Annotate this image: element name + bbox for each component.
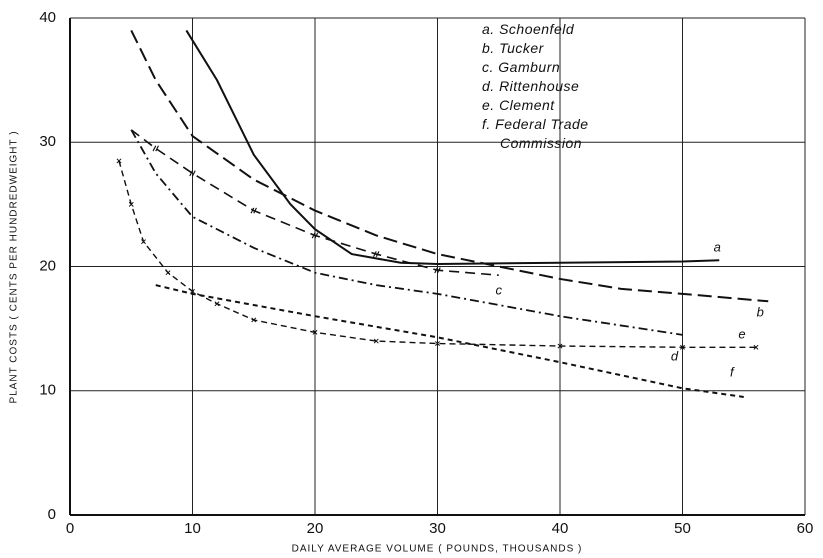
- x-tick-label: 30: [429, 520, 446, 537]
- legend: a. Schoenfeld b. Tucker c. Gamburn d. Ritte…: [482, 20, 672, 153]
- x-tick-label: 10: [184, 520, 201, 537]
- line-end-label: a: [714, 240, 721, 255]
- y-tick-label: 20: [39, 257, 56, 274]
- line-end-label: e: [738, 327, 745, 342]
- y-tick-label: 0: [48, 506, 56, 523]
- x-axis-label: DAILY AVERAGE VOLUME ( POUNDS, THOUSANDS…: [292, 544, 583, 555]
- legend-entry: d. Rittenhouse: [482, 78, 580, 94]
- legend-entry: e. Clement: [482, 97, 555, 113]
- line-end-label: b: [757, 305, 764, 320]
- x-tick-label: 50: [674, 520, 691, 537]
- x-tick-label: 60: [797, 520, 814, 537]
- line-end-label: d: [671, 348, 679, 363]
- y-tick-label: 40: [39, 9, 56, 26]
- series-line: [130, 129, 683, 336]
- x-tick-label: 40: [552, 520, 569, 537]
- legend-entry: b. Tucker: [482, 40, 544, 56]
- line-end-label: c: [496, 283, 503, 298]
- legend-entry: c. Gamburn: [482, 59, 561, 75]
- y-tick-label: 10: [39, 382, 56, 399]
- y-axis-label: PLANT COSTS ( CENTS PER HUNDREDWEIGHT ): [9, 130, 20, 403]
- line-end-label: f: [730, 364, 735, 379]
- legend-entry: a. Schoenfeld: [482, 21, 575, 37]
- series-line: [155, 284, 744, 398]
- x-tick-label: 20: [307, 520, 324, 537]
- y-tick-label: 30: [39, 133, 56, 150]
- series-line: [116, 158, 759, 350]
- legend-entry: f. Federal Trade Commission: [482, 116, 589, 151]
- x-tick-label: 0: [66, 520, 74, 537]
